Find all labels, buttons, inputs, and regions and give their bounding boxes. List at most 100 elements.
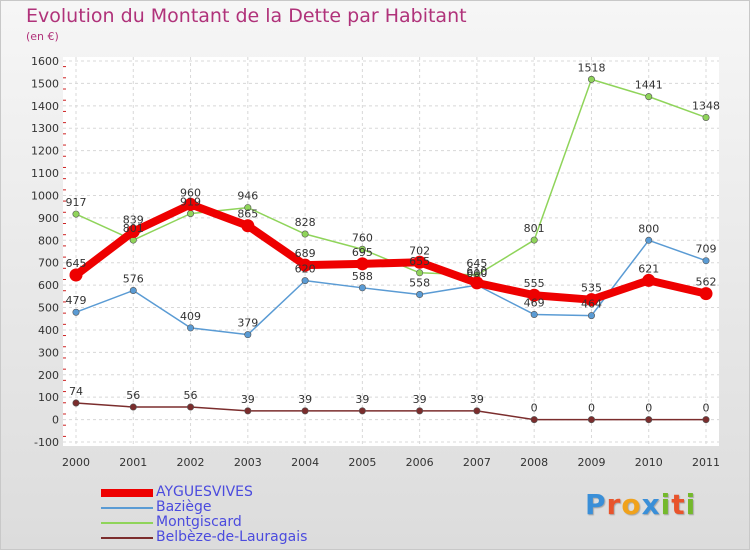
legend-item-baziege: Baziège [101,500,307,515]
y-tick-label: 300 [38,346,59,359]
data-point [355,257,369,271]
logo-letter: t [671,488,686,521]
y-tick-label: 200 [38,369,59,382]
data-label: 695 [352,246,373,259]
x-tick-label: 2008 [520,456,548,469]
data-point [527,288,541,302]
data-point [72,210,80,218]
data-label: 645 [66,257,87,270]
data-point [187,210,195,218]
data-label: 558 [409,277,430,290]
data-label: 74 [69,385,83,398]
y-tick-label: 1000 [31,189,59,202]
data-point [530,416,538,424]
data-label: 709 [696,243,717,256]
legend: AYGUESVIVES Baziège Montgiscard Belbèze-… [101,485,307,545]
logo-letter: P [585,488,607,521]
x-tick-label: 2002 [177,456,205,469]
logo-letter: i [660,488,672,521]
plot-area [63,57,719,446]
y-tick-label: 900 [38,212,59,225]
data-label: 39 [355,393,369,406]
data-point [69,268,83,282]
y-tick-label: 1100 [31,167,59,180]
data-point [358,245,366,253]
data-point [184,197,198,211]
logo-letter: x [641,488,661,521]
data-point [301,407,309,415]
data-label: 0 [703,402,710,415]
chart-title: Evolution du Montant de la Dette par Hab… [26,5,467,27]
data-point [470,276,484,290]
data-point [301,277,309,285]
x-tick-label: 2005 [348,456,376,469]
data-label: 655 [409,255,430,268]
data-point [72,399,80,407]
data-label: 379 [237,317,258,330]
legend-swatch-montgiscard [101,521,153,524]
data-point [530,236,538,244]
x-tick-label: 2007 [463,456,491,469]
data-point [129,286,137,294]
data-point [702,416,710,424]
x-tick-label: 2011 [692,456,720,469]
data-point [473,407,481,415]
data-point [358,407,366,415]
data-label: 479 [66,294,87,307]
data-label: 645 [466,257,487,270]
data-point [416,269,424,277]
legend-swatch-belbeze [101,536,153,539]
data-label: 56 [184,389,198,402]
logo-letter: i [685,488,697,521]
y-tick-label: 100 [38,391,59,404]
legend-item-ayguesvives: AYGUESVIVES [101,485,307,500]
data-label: 56 [126,389,140,402]
y-tick-label: 500 [38,302,59,315]
data-label: 702 [409,244,430,257]
data-label: 620 [295,263,316,276]
data-label: 535 [581,282,602,295]
data-point [187,403,195,411]
data-label: 917 [66,196,87,209]
data-label: 0 [588,402,595,415]
data-point [699,287,713,301]
data-label: 0 [645,402,652,415]
y-tick-label: 600 [38,279,59,292]
data-label: 919 [180,196,201,209]
data-point [187,324,195,332]
data-point [416,291,424,299]
y-tick-label: 1400 [31,100,59,113]
data-point [702,257,710,265]
legend-swatch-baziege [101,506,153,509]
data-label: 621 [638,262,659,275]
data-point [358,284,366,292]
data-point [642,273,656,287]
data-point [298,258,312,272]
data-point [584,293,598,307]
logo-letter: o [621,488,642,521]
chart-unit: (en €) [26,30,59,43]
legend-label: Baziège [156,499,212,515]
data-point [530,310,538,318]
data-label: 960 [180,186,201,199]
data-label: 409 [180,310,201,323]
data-point [301,230,309,238]
legend-item-belbeze: Belbèze-de-Lauragais [101,530,307,545]
data-label: 801 [123,222,144,235]
data-label: 839 [123,214,144,227]
x-tick-label: 2006 [406,456,434,469]
data-label: 946 [237,190,258,203]
data-label: 39 [241,393,255,406]
data-point [244,331,252,339]
data-point [645,416,653,424]
legend-item-montgiscard: Montgiscard [101,515,307,530]
series-line-0 [72,200,710,304]
y-tick-label: -100 [34,436,59,449]
data-label: 555 [524,277,545,290]
legend-swatch-ayguesvives [101,488,153,497]
data-label: 588 [352,270,373,283]
legend-label: Montgiscard [156,514,242,530]
data-label: 689 [295,247,316,260]
